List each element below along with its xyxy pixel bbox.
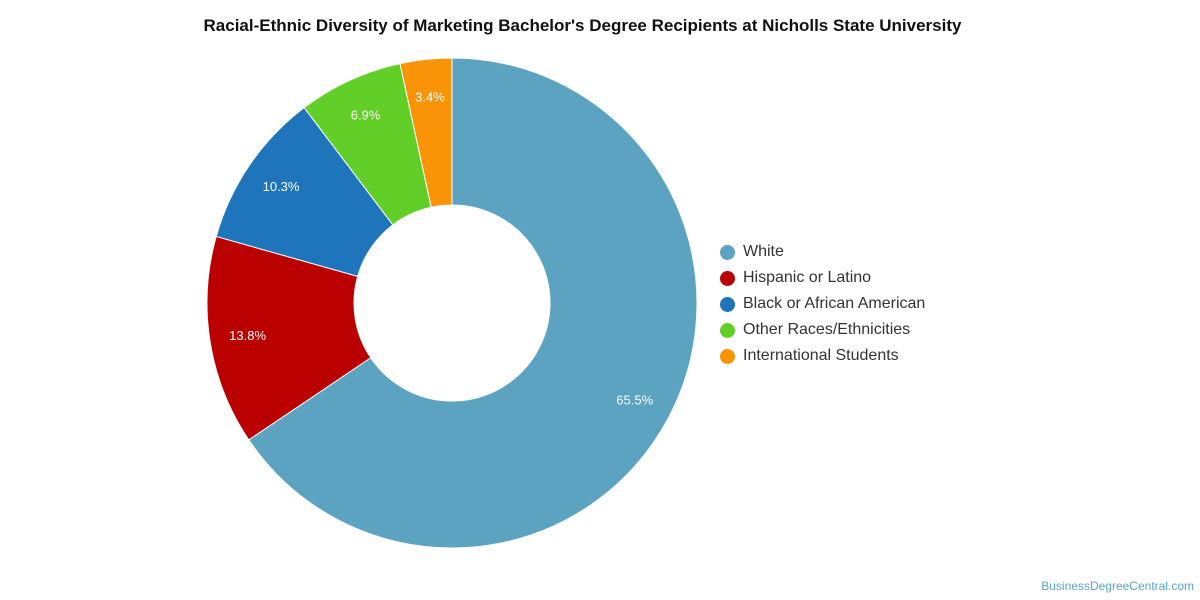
chart-title: Racial-Ethnic Diversity of Marketing Bac… [203,16,962,35]
slice-data-label: 13.8% [229,328,266,343]
slice-data-label: 10.3% [263,179,300,194]
slice-data-label: 3.4% [415,90,445,105]
legend-label: Hispanic or Latino [743,269,872,286]
legend-swatch-icon [720,270,735,286]
legend-label: Other Races/Ethnicities [743,321,911,338]
slice-data-label: 65.5% [616,393,653,408]
legend-item[interactable]: Black or African American [720,291,925,317]
legend-swatch-icon [720,348,735,364]
chart-legend: White Hispanic or Latino Black or African … [720,239,925,369]
pie-slice-hispanic-or-latino[interactable] [206,235,372,441]
legend-label: White [743,243,784,260]
legend-swatch-icon [720,322,735,338]
slice-data-label: 6.9% [351,107,381,122]
pie-slice-international-students[interactable] [399,57,453,208]
legend-swatch-icon [720,244,735,260]
pie-slice-black-or-african-american[interactable] [215,106,394,277]
legend-item[interactable]: White [720,239,925,265]
legend-label: International Students [743,347,899,364]
watermark-link[interactable]: BusinessDegreeCentral.com [1041,579,1194,593]
legend-item[interactable]: Hispanic or Latino [720,265,925,291]
legend-item[interactable]: International Students [720,343,925,369]
legend-label: Black or African American [743,295,926,312]
legend-swatch-icon [720,296,735,312]
pie-slice-white[interactable] [248,57,698,549]
legend-item[interactable]: Other Races/Ethnicities [720,317,925,343]
